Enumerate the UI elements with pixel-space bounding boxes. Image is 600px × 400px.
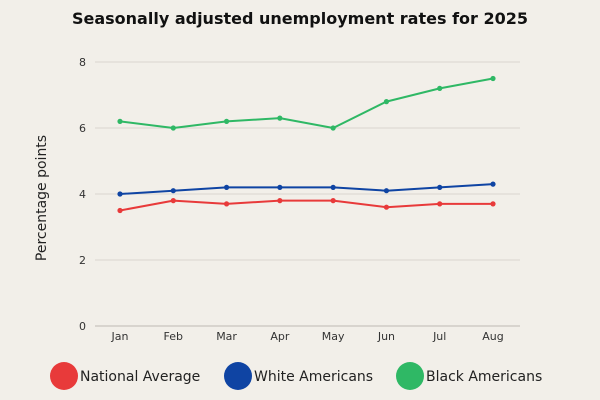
data-point bbox=[117, 207, 123, 214]
data-point bbox=[170, 198, 176, 204]
x-tick-label: Jul bbox=[432, 330, 446, 343]
x-tick-label: May bbox=[322, 330, 345, 343]
series-2 bbox=[117, 75, 496, 131]
data-point bbox=[490, 181, 496, 187]
data-point bbox=[437, 201, 443, 207]
x-tick-label: Jun bbox=[377, 330, 395, 343]
data-point bbox=[437, 85, 443, 91]
legend-swatch bbox=[224, 362, 252, 390]
legend: National Average White Americans Black Ame… bbox=[50, 362, 542, 390]
x-tick-label: Apr bbox=[270, 330, 290, 343]
data-point bbox=[330, 125, 336, 131]
data-point bbox=[383, 188, 390, 194]
data-point bbox=[383, 99, 390, 105]
x-tick-label: Feb bbox=[164, 330, 183, 343]
data-point bbox=[117, 118, 123, 124]
data-point bbox=[170, 188, 176, 194]
y-tick-label: 8 bbox=[79, 56, 86, 69]
legend-label: White Americans bbox=[254, 369, 373, 385]
series-lines bbox=[117, 75, 496, 214]
data-point bbox=[170, 125, 176, 131]
y-tick-label: 2 bbox=[79, 254, 86, 267]
legend-label: National Average bbox=[80, 369, 200, 385]
series-0 bbox=[117, 198, 496, 214]
chart-title: Seasonally adjusted unemployment rates f… bbox=[72, 9, 528, 28]
y-tick-label: 4 bbox=[79, 188, 86, 201]
y-tick-label: 0 bbox=[79, 320, 86, 333]
x-ticks: Jan Feb Mar Apr May Jun Jul Aug bbox=[111, 330, 504, 343]
series-line bbox=[119, 199, 493, 212]
data-point bbox=[330, 198, 336, 204]
data-point bbox=[277, 184, 283, 190]
data-point bbox=[223, 118, 230, 124]
data-point bbox=[117, 191, 123, 197]
legend-swatch bbox=[50, 362, 78, 390]
data-point bbox=[223, 184, 230, 190]
y-axis-label: Percentage points bbox=[34, 135, 50, 261]
series-line bbox=[119, 183, 494, 195]
y-ticks: 0 2 4 6 8 bbox=[79, 56, 86, 333]
data-point bbox=[383, 204, 390, 210]
series-1 bbox=[117, 181, 496, 197]
gridlines bbox=[95, 61, 520, 327]
x-tick-label: Jan bbox=[111, 330, 129, 343]
legend-label: Black Americans bbox=[426, 369, 542, 385]
data-point bbox=[277, 115, 283, 121]
data-point bbox=[490, 75, 496, 82]
data-point bbox=[437, 184, 443, 190]
x-tick-label: Mar bbox=[216, 330, 237, 343]
legend-item: White Americans bbox=[224, 362, 373, 390]
data-point bbox=[223, 201, 230, 207]
data-point bbox=[277, 198, 283, 204]
legend-swatch bbox=[396, 362, 424, 390]
y-tick-label: 6 bbox=[79, 122, 86, 135]
series-line bbox=[119, 77, 494, 129]
legend-item: Black Americans bbox=[396, 362, 542, 390]
legend-item: National Average bbox=[50, 362, 200, 390]
x-tick-label: Aug bbox=[482, 330, 503, 343]
data-point bbox=[330, 184, 336, 190]
data-point bbox=[490, 201, 496, 207]
